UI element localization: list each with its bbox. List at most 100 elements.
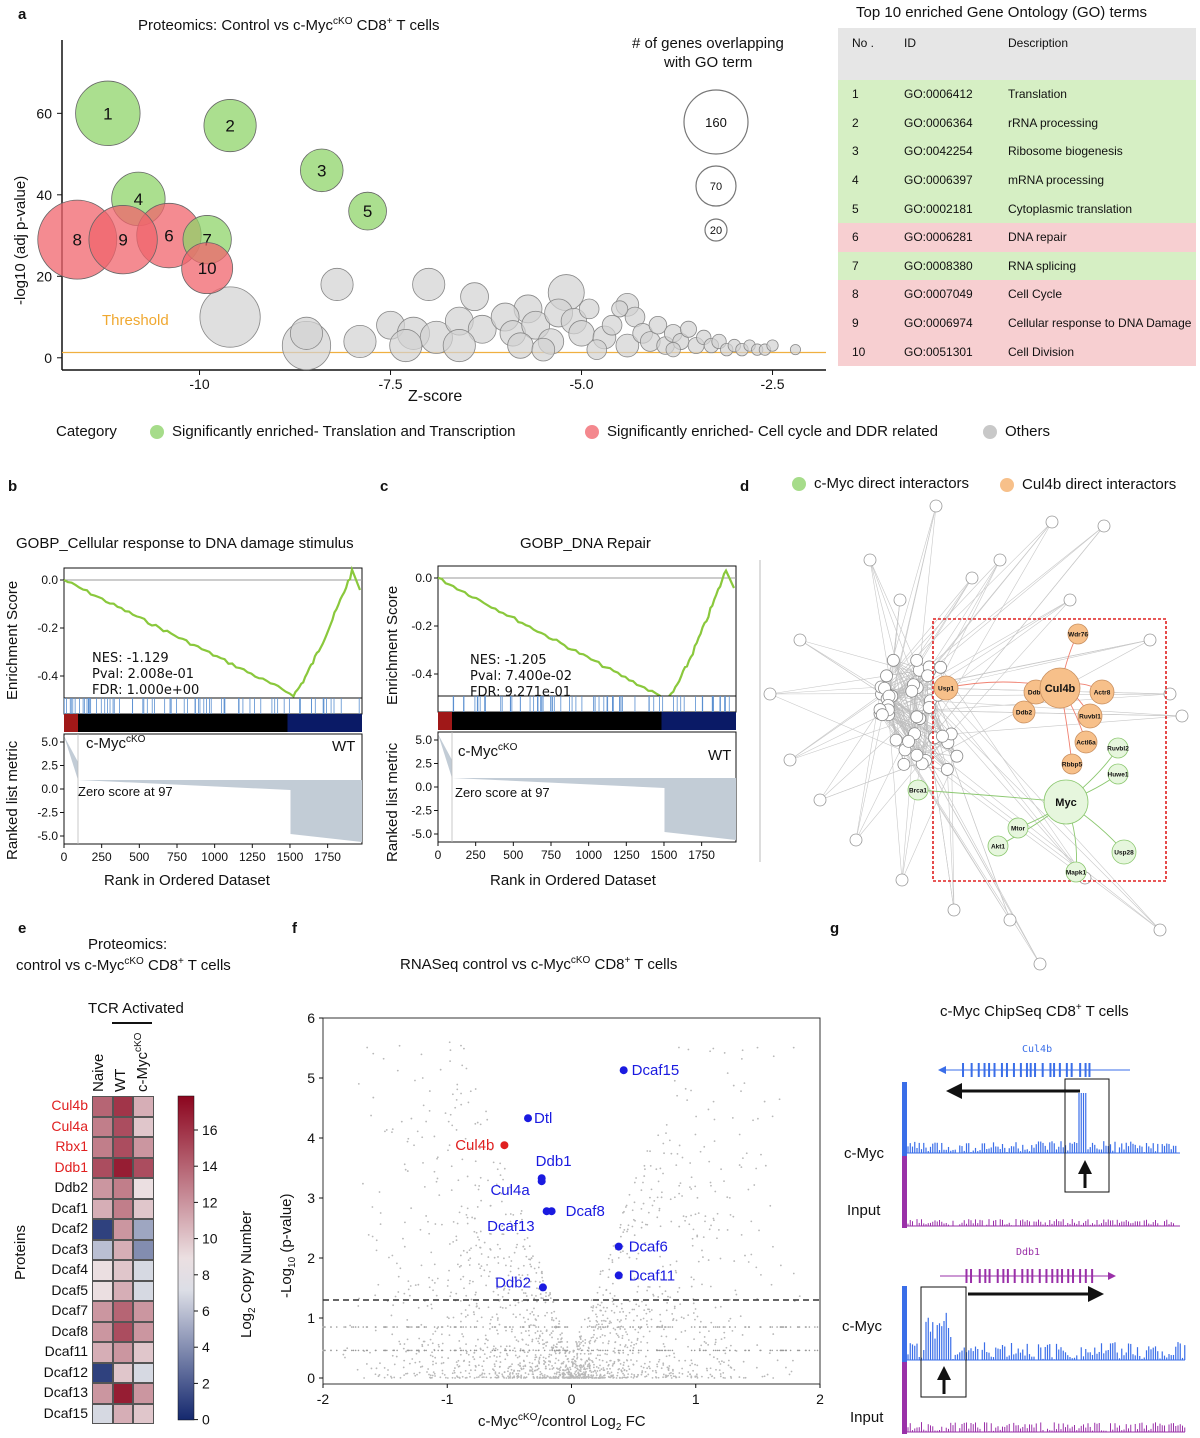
- volcano-bg-point: [537, 1340, 539, 1343]
- volcano-bg-point: [606, 1368, 608, 1370]
- go-cell-id: GO:0051301: [904, 344, 973, 359]
- heatmap-cell: [133, 1260, 154, 1281]
- volcano-bg-point: [613, 1360, 616, 1363]
- volcano-bg-point: [374, 1294, 377, 1297]
- volcano-bg-point: [640, 1207, 643, 1210]
- node-label-wdr76: Wdr76: [1068, 632, 1088, 639]
- volcano-bg-point: [469, 1147, 472, 1149]
- volcano-bg-point: [790, 1370, 793, 1373]
- gsea-b-x-tick-label: 1500: [277, 850, 304, 864]
- gene-cul4b-exon: [1041, 1063, 1044, 1077]
- heatmap-cell: [92, 1260, 113, 1281]
- volcano-bg-point: [642, 1317, 645, 1320]
- volcano-bg-point: [692, 1312, 695, 1314]
- track-bar-cmyc-2: [902, 1286, 907, 1362]
- volcano-bg-point: [485, 1110, 487, 1113]
- volcano-bg-point: [446, 1285, 449, 1287]
- volcano-bg-point: [647, 1373, 650, 1376]
- volcano-bg-point: [641, 1300, 643, 1303]
- volcano-bg-point: [621, 1367, 624, 1369]
- volcano-bg-point: [628, 1368, 631, 1371]
- track-bar-input-1: [902, 1156, 907, 1228]
- node-label-ddb2: Ddb2: [1016, 710, 1033, 717]
- volcano-bg-point: [652, 1246, 655, 1249]
- go-cell-desc: DNA repair: [1008, 230, 1067, 245]
- volcano-bg-point: [504, 1285, 507, 1288]
- volcano-bg-point: [593, 1369, 596, 1372]
- volcano-bg-point: [514, 1304, 517, 1307]
- volcano-bg-point: [670, 1372, 672, 1374]
- volcano-bg-point: [429, 1354, 432, 1357]
- volcano-bg-point: [588, 1342, 591, 1345]
- volcano-bg-point: [578, 1377, 581, 1379]
- gsea-c-x-tick-label: 0: [435, 848, 442, 862]
- volcano-bg-point: [522, 1377, 525, 1379]
- volcano-bg-point: [457, 1179, 460, 1182]
- volcano-bg-point: [529, 1280, 532, 1283]
- volcano-bg-point: [511, 1328, 513, 1331]
- volcano-bg-point: [646, 1247, 649, 1250]
- volcano-bg-point: [505, 1329, 507, 1332]
- go-cell-no: 9: [852, 316, 859, 331]
- volcano-bg-point: [607, 1370, 609, 1373]
- category-label: Category: [56, 423, 117, 440]
- volcano-bg-point: [559, 1351, 561, 1354]
- volcano-bg-point: [568, 1352, 571, 1354]
- volcano-bg-point: [477, 1376, 480, 1378]
- volcano-bg-point: [502, 1178, 504, 1181]
- go-cell-desc: RNA splicing: [1008, 258, 1077, 273]
- volcano-bg-point: [549, 1361, 552, 1363]
- volcano-bg-point: [690, 1375, 693, 1378]
- volcano-bg-point: [590, 1299, 593, 1302]
- gene-ddb1-exon: [1079, 1269, 1082, 1283]
- volcano-bg-point: [587, 1373, 590, 1376]
- volcano-bg-point: [590, 1336, 593, 1339]
- volcano-bg-point: [609, 1292, 612, 1295]
- volcano-bg-point: [407, 1137, 410, 1140]
- volcano-bg-point: [615, 1305, 618, 1308]
- volcano-bg-point: [398, 1044, 401, 1047]
- volcano-bg-point: [478, 1307, 481, 1310]
- heatmap-cell: [112, 1362, 133, 1383]
- volcano-bg-point: [391, 1131, 393, 1134]
- volcano-bg-point: [519, 1362, 521, 1365]
- volcano-bg-point: [678, 1372, 681, 1374]
- volcano-bg-point: [472, 1356, 474, 1358]
- volcano-bg-point: [488, 1372, 491, 1375]
- volcano-bg-point: [641, 1370, 644, 1372]
- volcano-bg-point: [636, 1314, 639, 1317]
- volcano-bg-point: [589, 1339, 592, 1342]
- node-label-usp28: Usp28: [1114, 850, 1134, 857]
- volcano-bg-point: [739, 1315, 742, 1318]
- volcano-bg-point: [349, 1324, 352, 1327]
- network-edge: [921, 666, 930, 764]
- volcano-bg-point: [612, 1363, 614, 1365]
- volcano-bg-point: [602, 1306, 605, 1309]
- volcano-bg-point: [509, 1270, 512, 1273]
- volcano-bg-point: [517, 1372, 520, 1375]
- volcano-bg-point: [530, 1257, 533, 1259]
- volcano-bg-point: [413, 1144, 415, 1147]
- volcano-bg-point: [680, 1316, 683, 1319]
- volcano-bg-point: [391, 1254, 394, 1257]
- volcano-bg-point: [633, 1277, 636, 1280]
- gsea-b-x-tick-label: 1750: [314, 850, 341, 864]
- volcano-bg-point: [532, 1373, 535, 1376]
- volcano-bg-point: [439, 1376, 442, 1379]
- volcano-bg-point: [481, 1372, 484, 1375]
- gene-cul4b-exon: [1029, 1063, 1032, 1077]
- go-table-row: 9 GO:0006974 Cellular response to DNA Dama…: [838, 308, 1196, 338]
- gsea-b-es-tick-label: -0.4: [37, 669, 58, 683]
- volcano-bg-point: [628, 1311, 631, 1314]
- bubble-other: [289, 316, 324, 350]
- volcano-bg-point: [660, 1196, 663, 1199]
- volcano-bg-point: [536, 1287, 538, 1290]
- volcano-bg-point: [623, 1328, 626, 1331]
- heatmap-row-label: Dcaf11: [44, 1343, 88, 1359]
- volcano-bg-point: [520, 1212, 522, 1215]
- volcano-bg-point: [435, 1362, 437, 1365]
- volcano-bg-point: [458, 1365, 461, 1368]
- gene-ddb1-exon: [1013, 1269, 1016, 1283]
- heatmap-cell: [92, 1362, 113, 1383]
- volcano-bg-point: [619, 1226, 622, 1229]
